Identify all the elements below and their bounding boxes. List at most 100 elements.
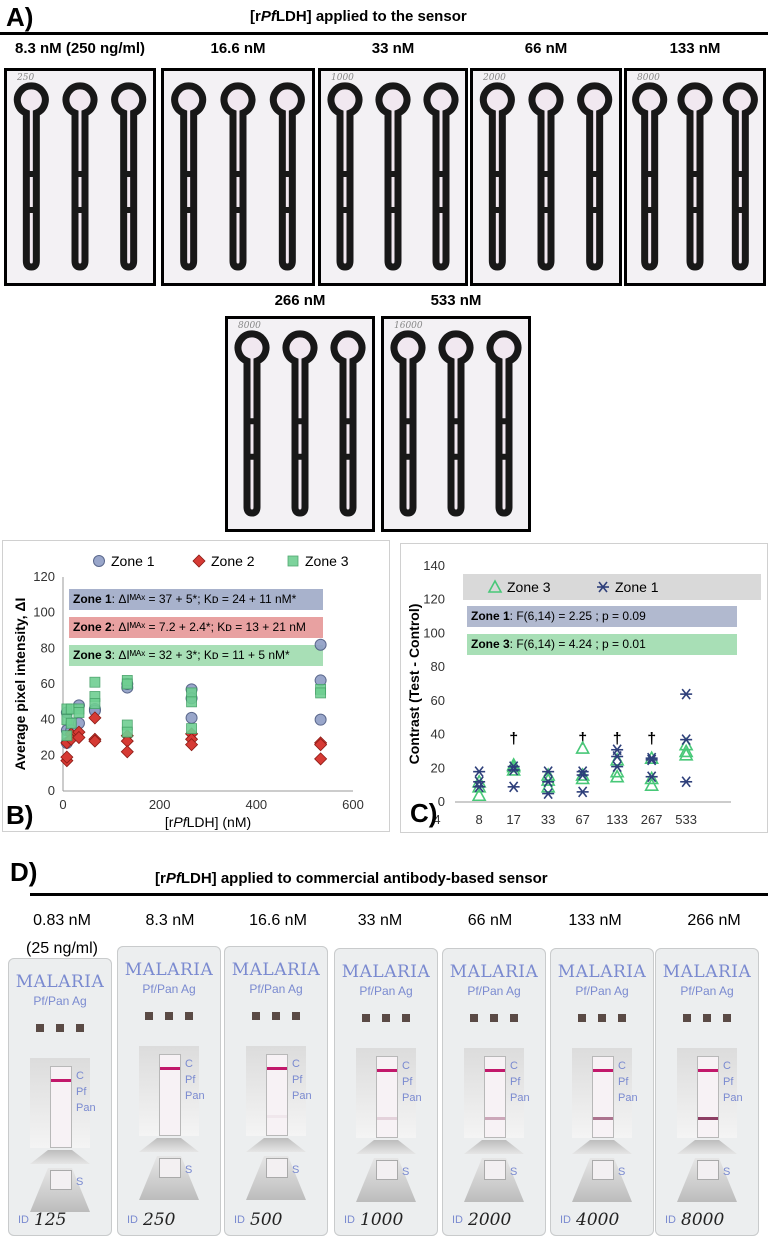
marker-square <box>490 1014 498 1022</box>
control-line <box>51 1079 71 1082</box>
x-tick-label: 267 <box>641 812 663 827</box>
handwritten-note: 2000 <box>483 73 506 83</box>
legend-bg <box>463 574 761 600</box>
sample-window <box>376 1160 398 1180</box>
fit-text: : F(6,14) = 2.25 ; p = 0.09 <box>510 609 646 623</box>
marker-square <box>598 1014 606 1022</box>
channel-constriction <box>181 207 196 213</box>
y-tick-label: 140 <box>423 558 445 573</box>
channel-constriction <box>231 207 245 213</box>
data-point <box>680 688 693 700</box>
legend-label: Zone 1 <box>111 553 155 569</box>
title-part: [r <box>155 870 166 887</box>
marker-square <box>252 1012 260 1020</box>
channel-constriction <box>434 207 448 213</box>
sample-label-s: S <box>618 1166 626 1178</box>
data-point <box>314 738 328 752</box>
channel-constriction <box>293 453 307 460</box>
anova-annotation: Zone 1: F(6,14) = 2.25 ; p = 0.09 <box>471 609 646 623</box>
funnel <box>572 1140 632 1154</box>
antigen-label: Pf/Pan Ag <box>575 984 629 998</box>
x-axis-label: [rPfLDH] (nM) <box>165 814 251 830</box>
fit-zone-name: Zone 3 <box>471 637 510 651</box>
sample-window <box>592 1160 614 1180</box>
data-point <box>680 734 693 746</box>
fit-annotation: Zone 1: ΔIᴹᴬˣ = 37 + 5*; Kᴅ = 24 + 11 nM… <box>73 592 297 606</box>
asterisk-stroke <box>647 752 657 764</box>
channel-constriction <box>231 171 245 177</box>
data-point <box>576 766 589 778</box>
panel-c-chart: 0 20 40 60 80 100 120 140 4 8 17 33 67 133 267 533 Contr… <box>400 543 768 845</box>
marker-square <box>578 1014 586 1022</box>
result-window <box>697 1056 719 1138</box>
title-part: [r <box>250 8 261 25</box>
result-window <box>592 1056 614 1138</box>
channel-constriction <box>733 171 748 177</box>
x-axis-label-part: LDH] (nM) <box>572 829 637 832</box>
channel-constriction <box>181 171 196 177</box>
id-label: ID <box>665 1214 676 1226</box>
data-point <box>575 740 590 754</box>
fit-text: : F(6,14) = 4.24 ; p = 0.01 <box>510 637 646 651</box>
data-point <box>680 776 693 788</box>
data-point <box>473 781 486 793</box>
sensor-channels <box>171 82 305 271</box>
fit-annotation: Zone 2: ΔIᴹᴬˣ = 7.2 + 2.4*; Kᴅ = 13 + 21… <box>73 620 306 634</box>
antigen-label: Pf/Pan Ag <box>249 982 303 996</box>
x-axis-label-part: Pf <box>173 814 188 830</box>
anova-annotation-bg <box>467 606 737 627</box>
fit-annotation-bg <box>69 589 323 610</box>
brand-label: MALARIA <box>124 960 214 980</box>
fit-text: : ΔIᴹᴬˣ = 37 + 5*; Kᴅ = 24 + 11 nM* <box>112 592 297 606</box>
sensor-channels <box>390 330 522 517</box>
marker-square <box>56 1024 64 1032</box>
line-label-pan: Pan <box>76 1102 96 1114</box>
funnel <box>677 1140 737 1154</box>
strip-concentration-label: 133 nM <box>568 912 622 929</box>
y-tick-label: 120 <box>423 592 445 607</box>
y-tick-label: 20 <box>41 747 55 762</box>
channel-constriction <box>688 171 702 177</box>
channel-constriction <box>449 418 463 425</box>
channel-constriction <box>539 171 553 177</box>
panel-d-title: [rPfLDH] applied to commercial antibody-… <box>155 870 548 887</box>
marker-square <box>362 1014 370 1022</box>
asterisk-stroke <box>509 781 519 793</box>
asterisk-stroke <box>612 761 622 773</box>
data-point <box>186 687 197 699</box>
legend-marker <box>487 579 503 593</box>
pan-line <box>377 1117 397 1120</box>
marker-square <box>470 1014 478 1022</box>
brand-label: MALARIA <box>662 962 752 982</box>
asterisk-stroke <box>578 786 588 798</box>
marker-square <box>723 1014 731 1022</box>
line-label-c: C <box>618 1060 626 1072</box>
data-point <box>314 752 328 766</box>
control-line <box>698 1069 718 1072</box>
control-line <box>377 1069 397 1072</box>
control-line <box>485 1069 505 1072</box>
line-label-pf: Pf <box>292 1074 303 1086</box>
id-label: ID <box>127 1214 138 1226</box>
y-tick-label: 60 <box>431 693 445 708</box>
significance-dagger: † <box>578 730 587 747</box>
line-label-pf: Pf <box>510 1076 521 1088</box>
sensor-concentration-label: 66 nM <box>524 40 568 57</box>
panel-d-letter: D) <box>10 857 38 887</box>
data-point <box>542 776 555 788</box>
sample-window <box>484 1160 506 1180</box>
marker-square <box>618 1014 626 1022</box>
line-label-pf: Pf <box>402 1076 413 1088</box>
data-point <box>88 711 102 725</box>
legend-label: Zone 3 <box>305 553 349 569</box>
x-tick-label: 0 <box>59 797 66 812</box>
strip-concentration-label: 16.6 nM <box>249 912 307 929</box>
data-point <box>645 754 658 766</box>
x-tick-label: 400 <box>245 797 267 812</box>
asterisk-stroke <box>612 750 622 762</box>
channel-constriction <box>587 207 602 213</box>
sensor-concentration-label: 16.6 nM <box>210 40 266 57</box>
data-point <box>542 788 555 800</box>
legend-label: Zone 2 <box>211 553 255 569</box>
sample-label-s: S <box>510 1166 518 1178</box>
